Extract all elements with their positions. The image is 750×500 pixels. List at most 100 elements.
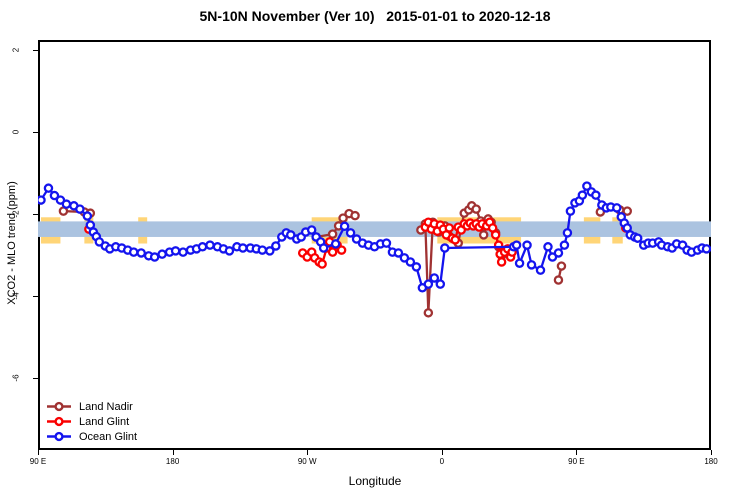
data-point — [205, 240, 215, 250]
legend: Land Nadir Land Glint Ocean Glint — [46, 399, 137, 444]
legend-label: Land Nadir — [79, 400, 133, 413]
x-tick-label: 90 W — [297, 457, 317, 466]
data-point — [43, 183, 54, 193]
data-point — [82, 211, 93, 221]
chart-title: 5N-10N November (Ver 10) 2015-01-01 to 2… — [199, 8, 551, 24]
data-point — [582, 181, 592, 191]
y-tick-label: 0 — [11, 129, 21, 135]
y-tick-label: 2 — [11, 47, 21, 53]
x-tick-label: 0 — [439, 457, 445, 466]
x-tick-mark — [576, 450, 578, 455]
data-point — [350, 210, 360, 221]
data-point — [330, 239, 341, 249]
data-point — [128, 247, 139, 257]
x-tick-label: 180 — [704, 457, 718, 466]
data-point — [257, 245, 268, 255]
data-point — [306, 225, 317, 235]
data-point — [157, 249, 167, 259]
data-point — [450, 235, 461, 245]
x-tick-mark — [307, 450, 309, 455]
land-nadir-marker-icon — [47, 401, 71, 412]
data-point — [318, 243, 329, 253]
data-point — [345, 228, 356, 238]
data-point — [423, 279, 434, 289]
data-point — [440, 243, 450, 253]
legend-item-ocean-glint: Ocean Glint — [46, 429, 137, 444]
y-tick-mark — [33, 378, 38, 379]
data-point — [327, 247, 338, 257]
x-tick-label: 90 E — [568, 457, 585, 466]
y-tick-mark — [33, 214, 38, 215]
reference-band — [38, 221, 711, 237]
data-point — [317, 259, 327, 269]
data-point — [577, 190, 588, 200]
legend-label: Ocean Glint — [79, 430, 138, 443]
plot-area — [38, 181, 711, 318]
data-point — [514, 258, 525, 268]
data-point — [535, 265, 546, 275]
land-glint-marker-icon — [47, 416, 71, 427]
data-point — [559, 240, 570, 250]
y-tick-mark — [33, 132, 38, 133]
y-tick-label: -2 — [11, 210, 21, 218]
y-tick-label: -4 — [11, 292, 21, 300]
x-tick-mark — [172, 450, 174, 455]
data-point — [553, 275, 564, 285]
data-point — [526, 260, 537, 270]
data-point — [271, 241, 281, 251]
x-tick-label: 180 — [165, 457, 180, 466]
data-point — [511, 240, 522, 250]
data-point — [591, 190, 601, 200]
data-point — [238, 243, 248, 253]
data-point — [435, 279, 446, 289]
data-point — [562, 228, 573, 238]
x-tick-mark — [441, 450, 443, 455]
data-point — [405, 257, 416, 267]
x-tick-label: 90 E — [29, 457, 47, 466]
data-point — [224, 246, 235, 256]
data-point — [149, 252, 160, 262]
data-point — [327, 229, 338, 239]
data-point — [136, 248, 146, 258]
data-point — [490, 230, 501, 240]
data-point — [496, 257, 507, 267]
data-point — [411, 262, 422, 272]
data-point — [336, 245, 347, 255]
y-tick-mark — [33, 296, 38, 297]
data-point — [178, 247, 188, 257]
data-point — [444, 223, 455, 233]
data-point — [61, 199, 72, 209]
data-point — [471, 204, 481, 214]
data-point — [632, 233, 643, 243]
data-point — [49, 190, 60, 201]
plot-frame — [38, 40, 711, 450]
data-point — [75, 204, 85, 214]
data-point — [622, 206, 632, 216]
data-point — [478, 230, 489, 240]
x-tick-mark — [711, 450, 712, 455]
legend-label: Land Glint — [79, 415, 130, 428]
data-point — [429, 273, 440, 283]
y-tick-label: -6 — [11, 374, 21, 382]
data-point — [381, 238, 392, 248]
ocean-glint-marker-icon — [47, 431, 71, 442]
legend-item-land-nadir: Land Nadir — [46, 399, 137, 414]
data-point — [701, 244, 711, 254]
data-point — [556, 261, 567, 271]
y-tick-mark — [33, 50, 38, 51]
data-point — [197, 242, 208, 252]
data-point — [265, 246, 275, 256]
data-point — [38, 195, 46, 205]
x-tick-mark — [38, 450, 39, 455]
data-point — [543, 242, 553, 252]
legend-item-land-glint: Land Glint — [46, 414, 137, 429]
data-point — [339, 221, 350, 232]
x-axis-label: Longitude — [348, 474, 402, 488]
data-point — [338, 213, 348, 223]
data-point — [170, 246, 181, 256]
data-point — [393, 248, 404, 258]
data-point — [612, 203, 622, 213]
data-point — [565, 206, 576, 216]
data-point — [553, 248, 564, 258]
